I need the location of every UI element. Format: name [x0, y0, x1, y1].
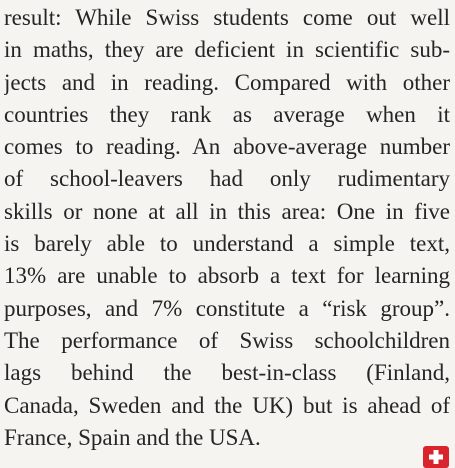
text-line: lags behind the best-in-class (Finland,: [4, 360, 450, 386]
text-line: comes to reading. An above-average numbe…: [4, 134, 450, 160]
text-line: jects and in reading. Compared with othe…: [4, 69, 450, 95]
text-line: in maths, they are deficient in scientif…: [4, 37, 450, 63]
text-line: Canada, Sweden and the UK) but is ahead …: [4, 392, 450, 418]
text-line: 13% are unable to absorb a text for lear…: [4, 263, 450, 289]
text-line: is barely able to understand a simple te…: [4, 231, 450, 257]
text-line: purposes, and 7% constitute a “risk grou…: [4, 295, 450, 321]
text-line: of school-leavers had only rudimentary: [4, 166, 450, 192]
swiss-flag-icon: [423, 446, 449, 468]
text-line: result: While Swiss students come out we…: [4, 5, 450, 30]
text-line: countries they rank as average when it: [4, 101, 450, 127]
text-line: The performance of Swiss schoolchildren: [4, 327, 450, 353]
paragraph: result: While Swiss students come out we…: [4, 2, 450, 454]
text-line: France, Spain and the USA.: [4, 424, 261, 450]
text-line: skills or none at all in this area: One …: [4, 198, 450, 224]
